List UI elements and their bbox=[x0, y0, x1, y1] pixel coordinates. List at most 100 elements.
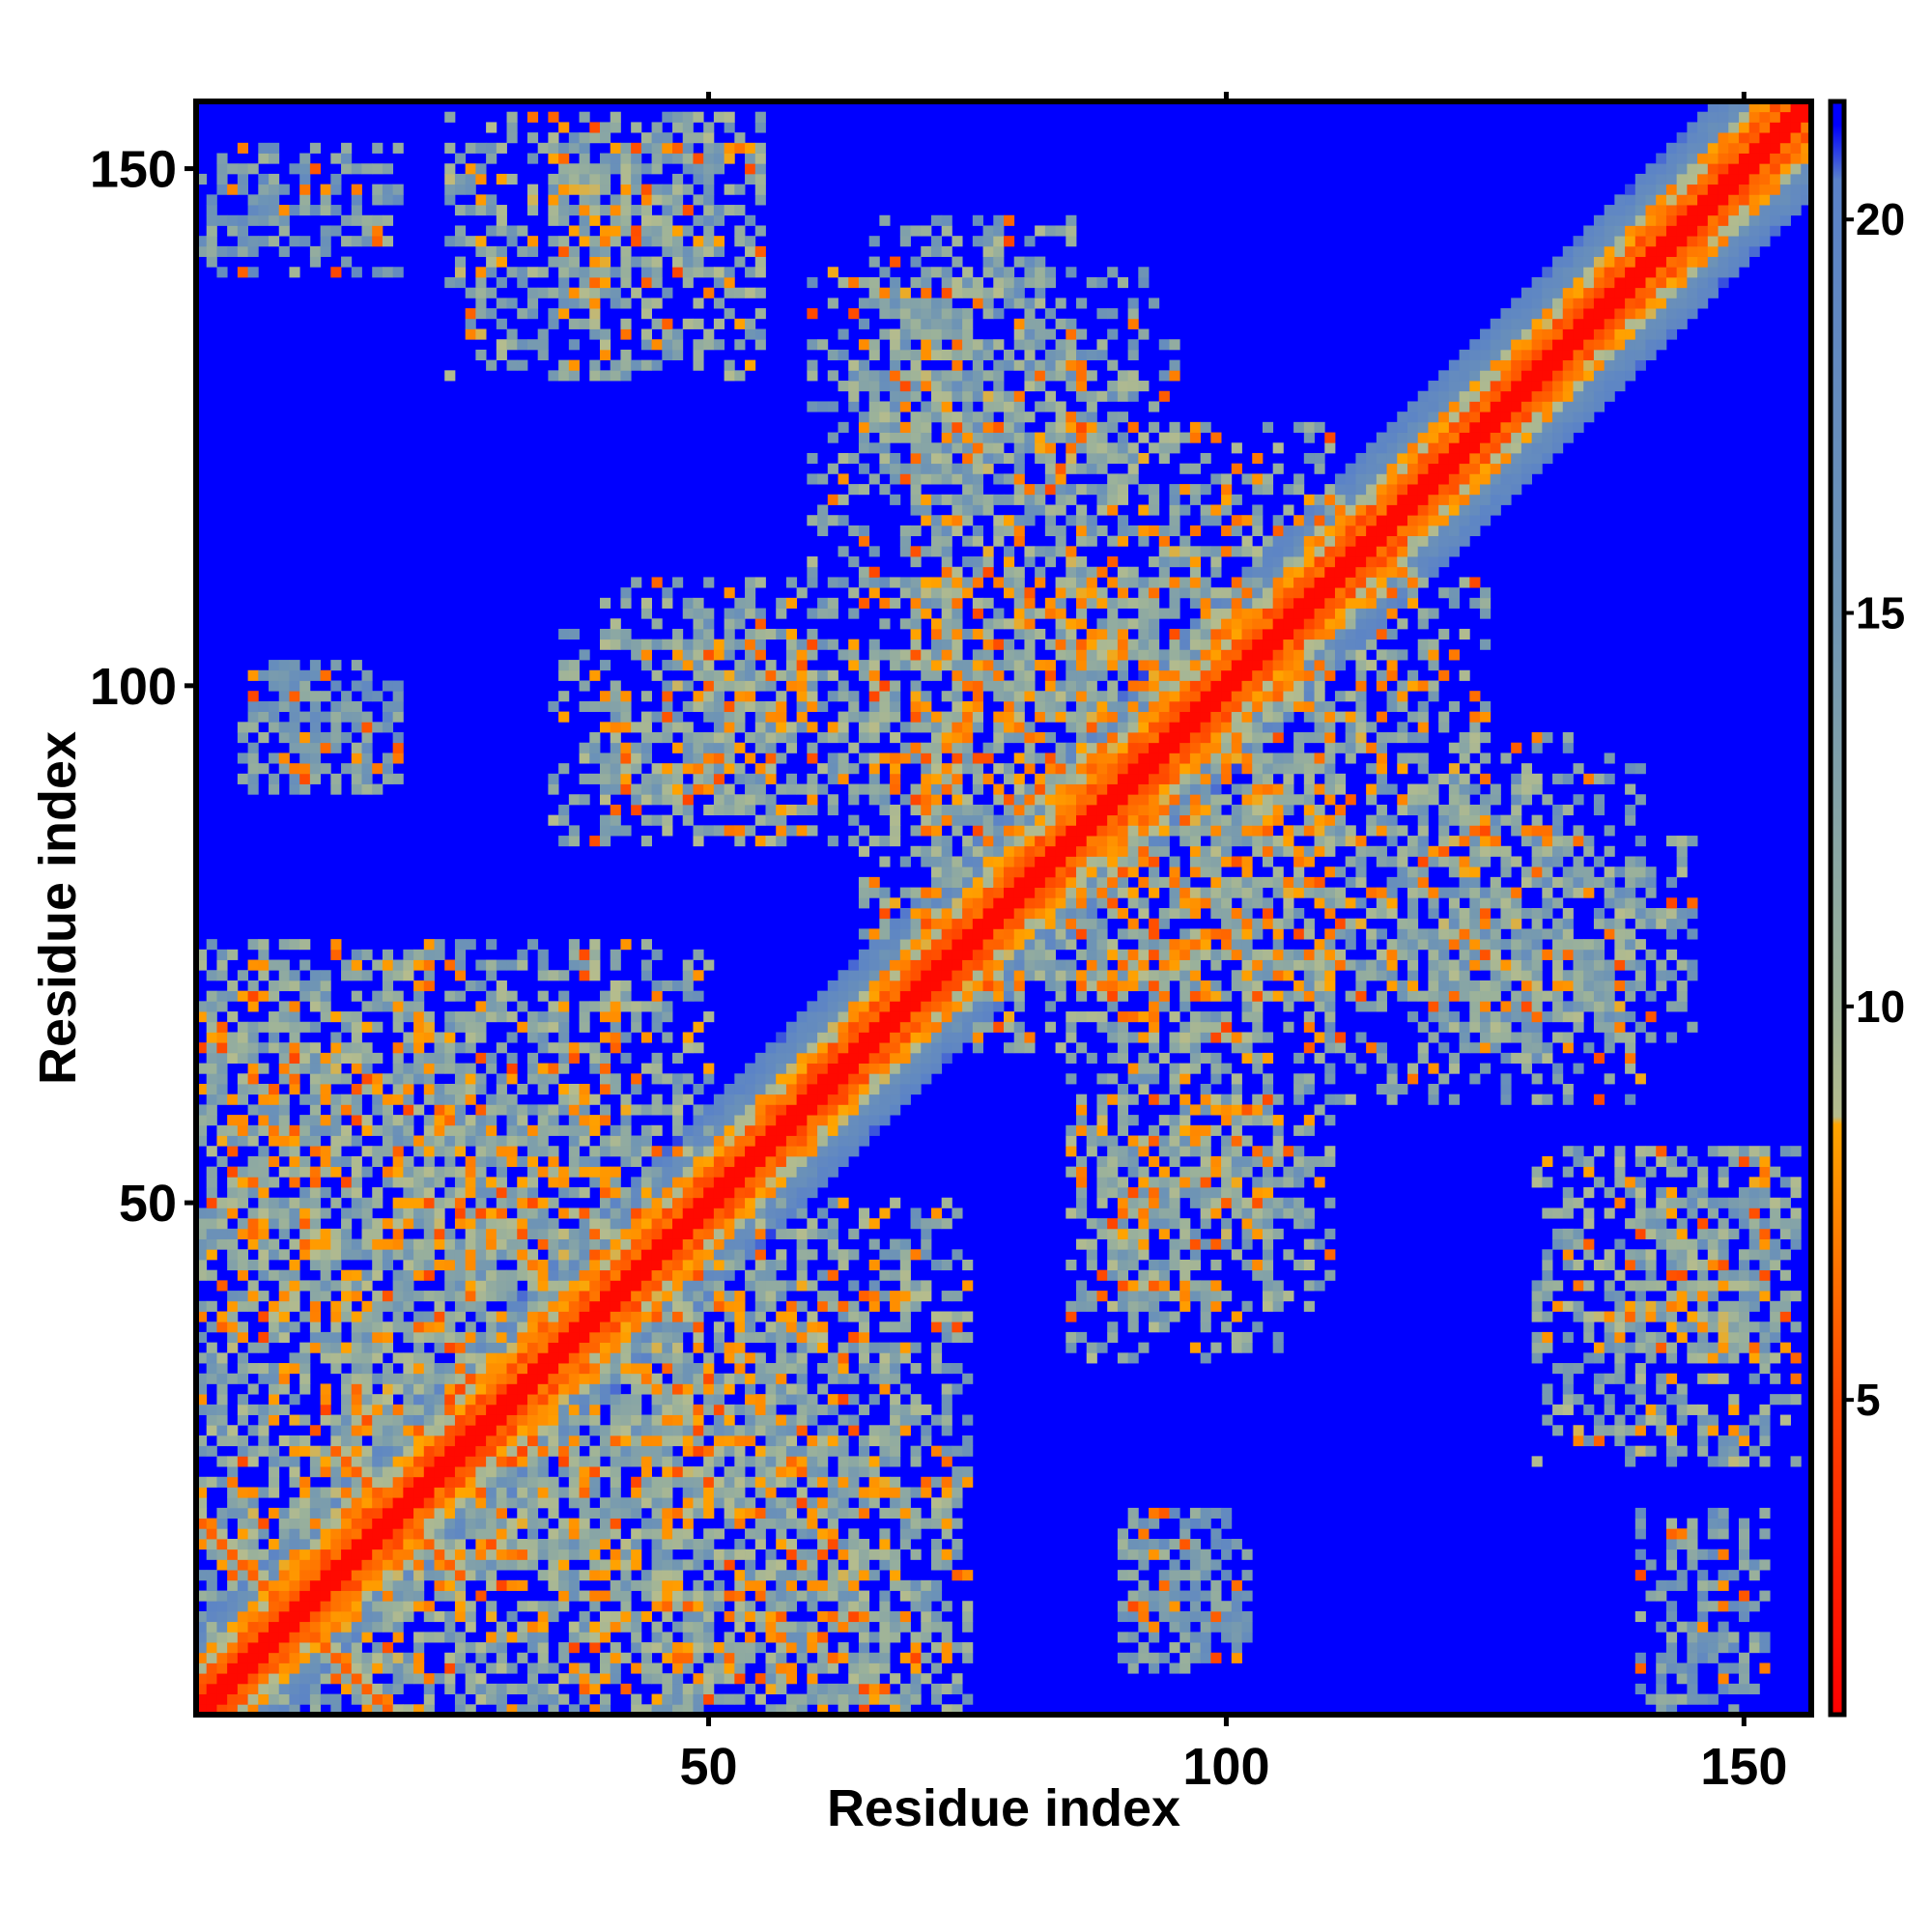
heatmap-cell bbox=[672, 783, 684, 795]
heatmap-cell bbox=[537, 267, 549, 278]
heatmap-cell bbox=[754, 618, 766, 630]
heatmap-cell bbox=[320, 1601, 331, 1612]
heatmap-cell bbox=[299, 1115, 311, 1126]
heatmap-cell bbox=[486, 308, 497, 320]
heatmap-cell bbox=[672, 1300, 684, 1312]
heatmap-cell bbox=[754, 1259, 766, 1271]
heatmap-cell bbox=[858, 1652, 870, 1663]
heatmap-cell bbox=[765, 1083, 777, 1095]
heatmap-cell bbox=[341, 1683, 353, 1694]
heatmap-cell bbox=[258, 1601, 270, 1612]
heatmap-cell bbox=[600, 1373, 611, 1384]
heatmap-cell bbox=[620, 1052, 632, 1064]
heatmap-cell bbox=[361, 1383, 373, 1395]
heatmap-cell bbox=[682, 763, 694, 775]
heatmap-cell bbox=[299, 1094, 311, 1105]
heatmap-cell bbox=[537, 1373, 549, 1384]
heatmap-cell bbox=[879, 1435, 891, 1447]
heatmap-cell bbox=[247, 1042, 259, 1054]
heatmap-cell bbox=[361, 1321, 373, 1333]
heatmap-cell bbox=[330, 1052, 342, 1064]
heatmap-cell bbox=[309, 1632, 322, 1643]
heatmap-cell bbox=[227, 1683, 239, 1694]
heatmap-cell bbox=[662, 1321, 673, 1333]
heatmap-cell bbox=[227, 1300, 239, 1312]
heatmap-cell bbox=[423, 1518, 435, 1529]
heatmap-cell bbox=[454, 949, 467, 960]
heatmap-cell bbox=[776, 1610, 787, 1623]
heatmap-cell bbox=[600, 660, 611, 671]
heatmap-cell bbox=[890, 1487, 901, 1498]
heatmap-cell bbox=[382, 1466, 394, 1478]
heatmap-cell bbox=[807, 783, 818, 795]
heatmap-cell bbox=[754, 256, 766, 268]
heatmap-cell bbox=[651, 1425, 663, 1436]
heatmap-cell bbox=[724, 153, 735, 164]
heatmap-cell bbox=[858, 669, 870, 681]
heatmap-cell bbox=[237, 1559, 248, 1571]
heatmap-cell bbox=[785, 1456, 798, 1467]
heatmap-cell bbox=[838, 421, 849, 433]
heatmap-cell bbox=[475, 1166, 487, 1178]
heatmap-cell bbox=[703, 287, 715, 298]
heatmap-cell bbox=[890, 1704, 901, 1716]
heatmap-cell bbox=[754, 1124, 766, 1136]
heatmap-cell bbox=[537, 1601, 549, 1612]
heatmap-cell bbox=[423, 1404, 435, 1415]
heatmap-cell bbox=[640, 1187, 652, 1199]
heatmap-cell bbox=[868, 587, 880, 599]
heatmap-cell bbox=[640, 660, 652, 671]
heatmap-cell bbox=[796, 700, 808, 713]
heatmap-cell bbox=[330, 1590, 342, 1602]
heatmap-cell bbox=[309, 1135, 322, 1147]
heatmap-cell bbox=[693, 970, 704, 981]
heatmap-cell bbox=[403, 1383, 414, 1395]
heatmap-cell bbox=[320, 970, 331, 981]
heatmap-cell bbox=[620, 1652, 632, 1663]
heatmap-cell bbox=[807, 1394, 818, 1406]
heatmap-cell bbox=[517, 1187, 528, 1199]
heatmap-cell bbox=[330, 1445, 342, 1457]
heatmap-cell bbox=[713, 783, 725, 795]
heatmap-cell bbox=[413, 1539, 425, 1550]
heatmap-cell bbox=[713, 1342, 725, 1353]
heatmap-cell bbox=[672, 173, 684, 185]
heatmap-cell bbox=[330, 1570, 342, 1581]
heatmap-cell bbox=[640, 1249, 652, 1261]
heatmap-cell bbox=[838, 1135, 849, 1147]
heatmap-cell bbox=[269, 1021, 280, 1033]
heatmap-cell bbox=[372, 1590, 384, 1602]
heatmap-cell bbox=[765, 1476, 777, 1488]
heatmap-cell bbox=[351, 1094, 362, 1105]
heatmap-cell bbox=[745, 1083, 756, 1095]
heatmap-cell bbox=[640, 132, 652, 144]
heatmap-cell bbox=[206, 1518, 217, 1529]
heatmap-cell bbox=[258, 959, 270, 971]
heatmap-cell bbox=[662, 1528, 673, 1540]
heatmap-cell bbox=[206, 214, 217, 226]
heatmap-cell bbox=[351, 1590, 362, 1602]
heatmap-cell bbox=[651, 1052, 663, 1064]
heatmap-cell bbox=[776, 783, 787, 795]
heatmap-cell bbox=[765, 1321, 777, 1333]
heatmap-cell bbox=[651, 1404, 663, 1415]
heatmap-cell bbox=[558, 1104, 570, 1116]
heatmap-cell bbox=[558, 256, 570, 268]
heatmap-cell bbox=[258, 1094, 270, 1105]
heatmap-cell bbox=[382, 1291, 394, 1302]
heatmap-cell bbox=[693, 1042, 704, 1054]
heatmap-cell bbox=[237, 1166, 248, 1178]
heatmap-cell bbox=[672, 1197, 684, 1208]
heatmap-cell bbox=[206, 1104, 217, 1116]
heatmap-cell bbox=[496, 1146, 507, 1157]
heatmap-cell bbox=[785, 1124, 798, 1136]
heatmap-cell bbox=[247, 1518, 259, 1529]
heatmap-cell bbox=[693, 1166, 704, 1178]
heatmap-cell bbox=[526, 1177, 539, 1188]
heatmap-cell bbox=[309, 1518, 322, 1529]
heatmap-cell bbox=[506, 1052, 518, 1064]
heatmap-cell bbox=[568, 1300, 580, 1312]
heatmap-cell bbox=[703, 825, 715, 837]
heatmap-cell bbox=[506, 298, 518, 309]
heatmap-cell bbox=[247, 163, 259, 175]
